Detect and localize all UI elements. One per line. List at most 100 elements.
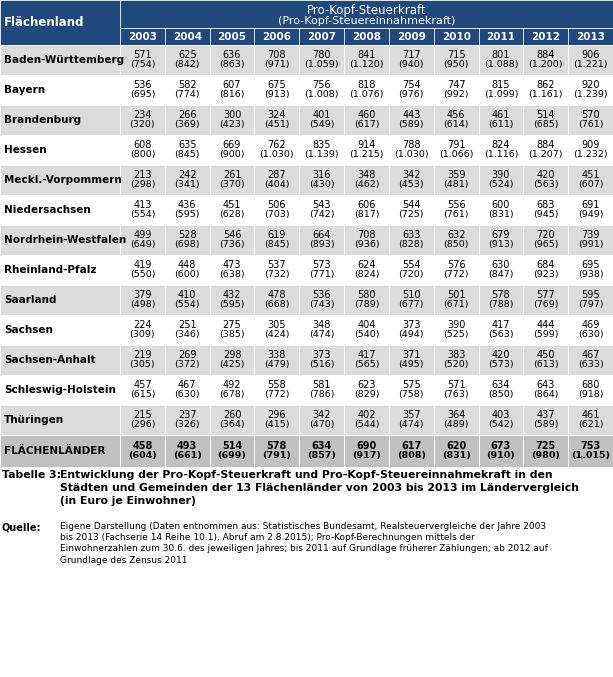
Bar (0, 255, 120, 285)
Text: Meckl.-Vorpommern: Meckl.-Vorpommern (4, 175, 122, 185)
Bar (344, 28, 389, 45)
Bar (120, 0, 613, 28)
Text: Pro-Kopf-Steuerkraft: Pro-Kopf-Steuerkraft (306, 4, 426, 17)
Text: 824: 824 (492, 140, 510, 150)
Text: 2013: 2013 (576, 32, 605, 41)
Text: (677): (677) (398, 300, 424, 309)
Text: (298): (298) (130, 180, 155, 189)
Bar (568, 28, 613, 45)
Text: (613): (613) (533, 360, 558, 369)
Text: 373: 373 (313, 351, 331, 360)
Text: 401: 401 (313, 110, 331, 121)
Bar (165, 28, 210, 45)
Text: 619: 619 (268, 230, 286, 240)
Text: 450: 450 (536, 351, 555, 360)
Text: 269: 269 (178, 351, 197, 360)
Bar (120, 405, 165, 435)
Bar (524, 315, 568, 345)
Text: 536: 536 (313, 290, 331, 301)
Text: 571: 571 (447, 380, 465, 391)
Text: 575: 575 (402, 380, 421, 391)
Text: 537: 537 (267, 261, 286, 270)
Bar (344, 285, 389, 315)
Text: 634: 634 (492, 380, 510, 391)
Bar (210, 45, 254, 75)
Bar (120, 435, 165, 467)
Text: 261: 261 (223, 171, 242, 180)
Text: (346): (346) (175, 330, 200, 339)
Bar (299, 105, 344, 135)
Text: (763): (763) (443, 390, 469, 399)
Text: 635: 635 (178, 140, 197, 150)
Text: (1.008): (1.008) (305, 90, 339, 99)
Text: (1.116): (1.116) (484, 150, 518, 159)
Text: Saarland: Saarland (4, 295, 56, 305)
Bar (568, 75, 613, 105)
Bar (434, 28, 479, 45)
Text: (976): (976) (398, 90, 424, 99)
Text: 467: 467 (178, 380, 197, 391)
Text: (595): (595) (175, 210, 200, 219)
Text: (847): (847) (488, 270, 514, 279)
Bar (299, 195, 344, 225)
Text: 492: 492 (223, 380, 242, 391)
Text: 390: 390 (447, 320, 465, 330)
Text: 623: 623 (357, 380, 376, 391)
Bar (0, 45, 120, 75)
Text: 835: 835 (313, 140, 331, 150)
Text: 460: 460 (357, 110, 376, 121)
Text: (1.161): (1.161) (528, 90, 563, 99)
Text: 556: 556 (447, 200, 465, 211)
Bar (568, 405, 613, 435)
Text: 582: 582 (178, 81, 197, 90)
Text: 224: 224 (133, 320, 152, 330)
Text: (498): (498) (130, 300, 155, 309)
Text: (791): (791) (262, 452, 291, 460)
Text: (628): (628) (219, 210, 245, 219)
Text: 2011: 2011 (487, 32, 516, 41)
Bar (120, 105, 165, 135)
Bar (299, 75, 344, 105)
Text: 458: 458 (132, 441, 153, 451)
Text: 669: 669 (223, 140, 242, 150)
Bar (434, 285, 479, 315)
Text: 348: 348 (313, 320, 331, 330)
Text: (611): (611) (488, 120, 514, 129)
Bar (344, 45, 389, 75)
Bar (120, 375, 165, 405)
Text: 884: 884 (536, 140, 555, 150)
Bar (434, 135, 479, 165)
Text: (320): (320) (129, 120, 155, 129)
Text: 324: 324 (268, 110, 286, 121)
Text: (474): (474) (398, 420, 424, 429)
Text: 573: 573 (313, 261, 331, 270)
Text: FLÄCHENLÄNDER: FLÄCHENLÄNDER (4, 446, 105, 456)
Text: (913): (913) (488, 240, 514, 249)
Text: 316: 316 (313, 171, 331, 180)
Bar (254, 285, 299, 315)
Bar (0, 345, 120, 375)
Text: (845): (845) (175, 150, 200, 159)
Text: (415): (415) (264, 420, 289, 429)
Bar (254, 135, 299, 165)
Bar (165, 345, 210, 375)
Bar (389, 195, 434, 225)
Text: 461: 461 (581, 410, 600, 420)
Text: (451): (451) (264, 120, 289, 129)
Text: (1.030): (1.030) (259, 150, 294, 159)
Bar (479, 285, 524, 315)
Text: 342: 342 (313, 410, 331, 420)
Text: (971): (971) (264, 60, 289, 69)
Text: (599): (599) (533, 330, 558, 339)
Bar (210, 375, 254, 405)
Text: (850): (850) (443, 240, 469, 249)
Text: (630): (630) (578, 330, 603, 339)
Bar (299, 28, 344, 45)
Text: (649): (649) (130, 240, 155, 249)
Bar (165, 405, 210, 435)
Text: 510: 510 (402, 290, 421, 301)
Bar (524, 255, 568, 285)
Text: 275: 275 (223, 320, 242, 330)
Bar (389, 225, 434, 255)
Text: 359: 359 (447, 171, 465, 180)
